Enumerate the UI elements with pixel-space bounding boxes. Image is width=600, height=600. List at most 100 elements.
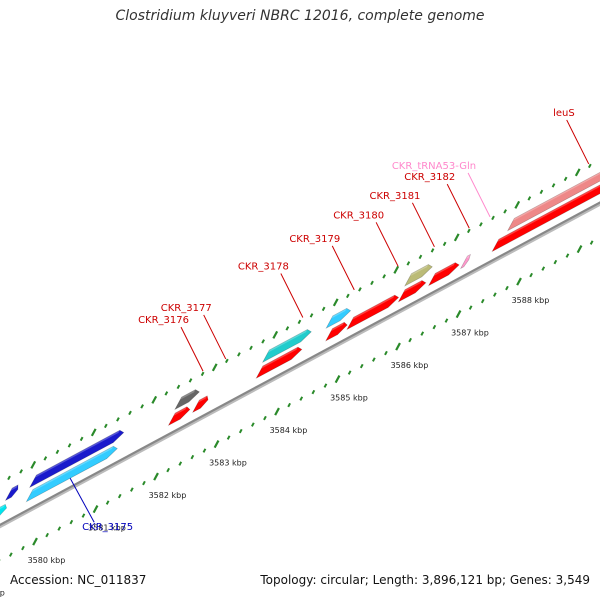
gene-feature-highlight (512, 172, 600, 221)
tick-label: 3583 kbp (209, 459, 247, 468)
gene-feature-highlight (197, 395, 208, 403)
scale-dot (237, 352, 241, 357)
scale-dot (274, 407, 280, 416)
scale-dot (151, 395, 158, 404)
scale-dot (311, 389, 316, 395)
gene-features (0, 171, 600, 516)
tick-label: 3579 kbp (0, 589, 5, 598)
label-leader-line (280, 273, 304, 318)
label-leader-line (331, 245, 355, 291)
gene-feature-arrow (28, 429, 125, 489)
scale-dot (166, 467, 170, 473)
scale-dot (505, 285, 509, 291)
scale-dot (190, 454, 195, 460)
scale-dot (384, 350, 388, 356)
scale-dot (347, 370, 352, 375)
gene-feature-arrow (346, 294, 400, 331)
scale-dot (299, 396, 304, 401)
scale-dot (105, 500, 110, 505)
accession-text: Accession: NC_011837 (10, 573, 147, 587)
scale-dot (188, 378, 193, 383)
tick-label: 3588 kbp (512, 296, 550, 305)
scale-dot (418, 254, 423, 260)
gene-feature-highlight (10, 484, 19, 491)
gene-feature-highlight (173, 406, 187, 416)
scale-dot (346, 293, 350, 299)
label-leader-line (411, 202, 435, 248)
label-leader-line (566, 119, 590, 165)
scale-dot (514, 200, 521, 209)
gene-feature-arrow (506, 171, 600, 232)
outer-scale-dots (7, 163, 592, 481)
gene-feature-arrow (191, 395, 209, 414)
scale-dot (480, 298, 485, 304)
gene-label: CKR_3181 (369, 191, 420, 202)
gene-feature-arrow (0, 503, 7, 516)
scale-dot (539, 189, 544, 195)
scale-dot (104, 423, 108, 429)
scale-dot (442, 241, 447, 247)
scale-dot (553, 259, 558, 265)
scale-dot (140, 404, 144, 409)
scale-dot (406, 261, 411, 266)
scale-dot (432, 324, 437, 330)
gene-feature-arrow (404, 264, 433, 287)
scale-dot (468, 305, 473, 310)
scale-dot (238, 428, 243, 434)
gene-label: CKR_3175 (82, 522, 133, 533)
scale-dot (372, 357, 376, 362)
gene-label: CKR_3182 (404, 172, 455, 183)
gene-feature-highlight (352, 295, 395, 320)
scale-dot (30, 460, 37, 469)
scale-dot (211, 363, 218, 372)
gene-feature-highlight (180, 389, 196, 400)
gene-feature-arrow (459, 253, 471, 270)
tick-label: 3580 kbp (28, 556, 66, 565)
backbone-line (0, 203, 600, 529)
scale-dot (90, 428, 97, 437)
scale-dot (493, 292, 497, 297)
scale-dot (249, 345, 253, 351)
genome-backbone (0, 201, 600, 529)
scale-dot (453, 233, 460, 242)
gene-feature-highlight (331, 308, 347, 319)
gene-label: leuS (553, 108, 575, 119)
tick-label: 3581 kbp (88, 524, 126, 533)
scale-dot (565, 253, 570, 258)
scale-dot (393, 265, 400, 274)
scale-dot (479, 222, 483, 227)
scale-dot (503, 209, 507, 214)
scale-dot (430, 248, 435, 253)
gene-feature-highlight (330, 322, 345, 332)
gene-label: CKR_3179 (289, 234, 340, 245)
scale-dot (117, 493, 122, 499)
scale-dot (574, 168, 581, 177)
scale-dot (261, 339, 265, 344)
gene-label: CKR_3177 (161, 303, 212, 314)
gene-feature-highlight (403, 280, 422, 293)
scale-dot (92, 505, 99, 514)
label-leader-line (203, 314, 227, 360)
scale-dot (408, 337, 412, 343)
scale-dot (55, 449, 60, 455)
scale-dot (455, 310, 462, 319)
scale-dot (588, 163, 592, 169)
scale-dot (202, 448, 207, 453)
tick-label: 3585 kbp (330, 394, 368, 403)
label-leader-line (446, 183, 470, 229)
scale-dot (130, 487, 134, 492)
scale-dot (81, 513, 86, 518)
gene-feature-highlight (267, 329, 308, 353)
scale-dot (79, 436, 84, 442)
tick-label: 3587 kbp (451, 329, 489, 338)
scale-dot (21, 545, 25, 551)
gene-feature-highlight (261, 347, 298, 369)
gene-feature-arrow (167, 406, 191, 427)
gene-feature-arrow (255, 346, 303, 380)
genome-summary-text: Topology: circular; Length: 3,896,121 bp… (260, 573, 590, 587)
scale-dot (9, 552, 13, 557)
gene-feature-highlight (410, 264, 429, 277)
gene-feature-arrow (25, 445, 118, 503)
